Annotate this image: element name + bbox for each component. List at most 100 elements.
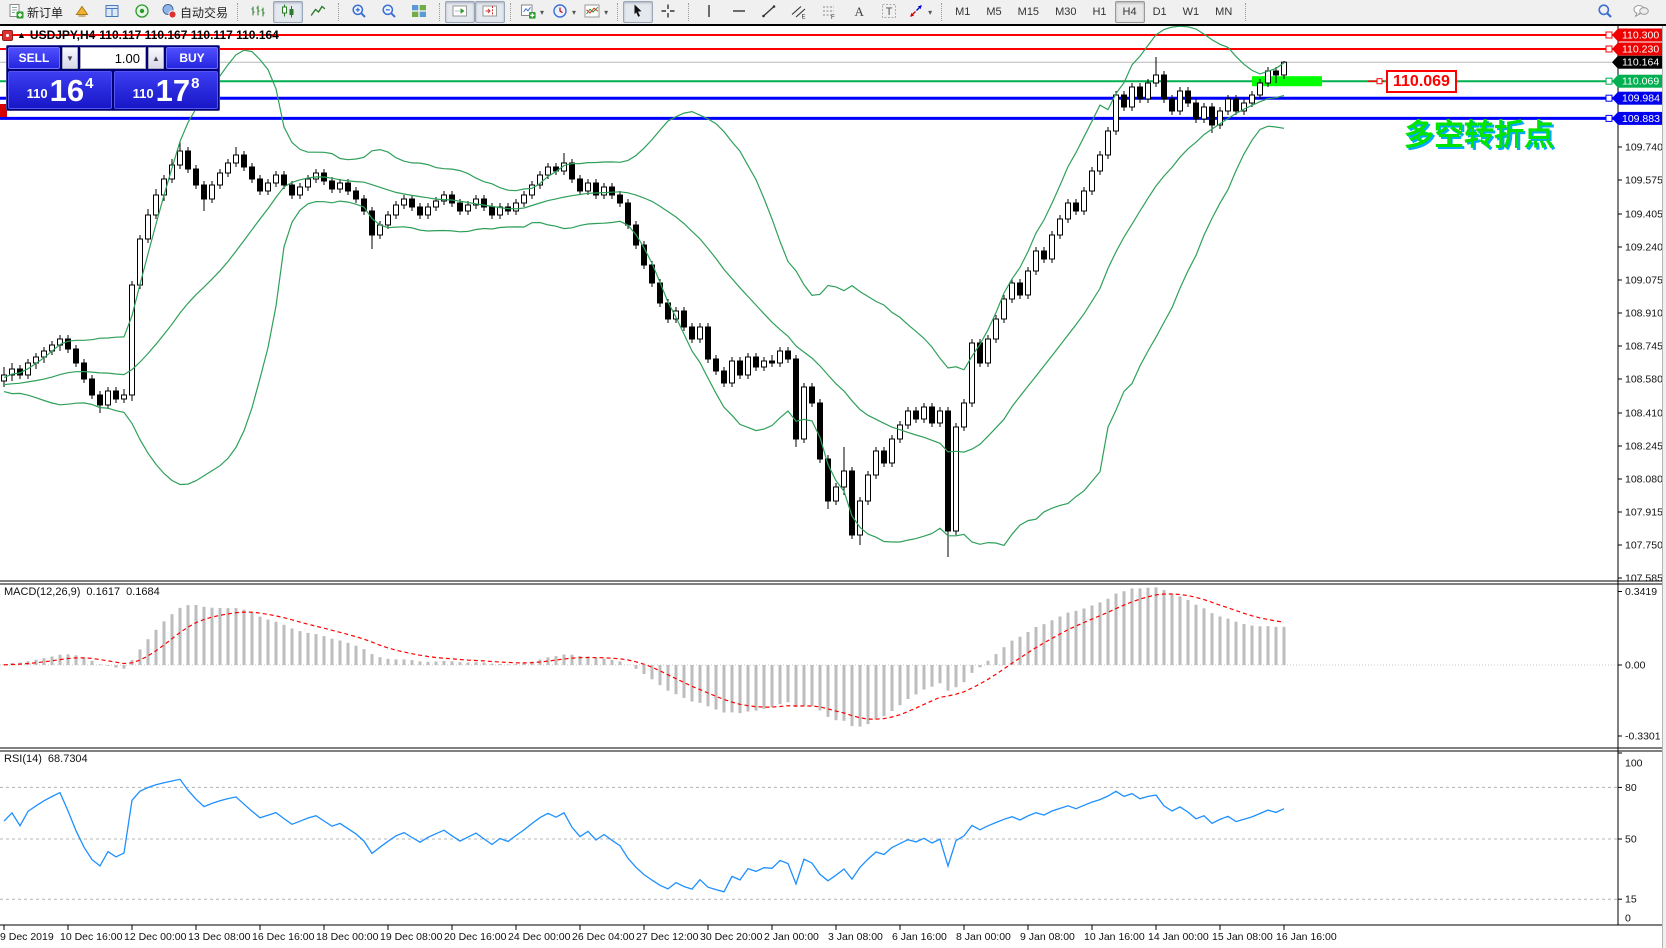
svg-text:16 Dec 16:00: 16 Dec 16:00 — [252, 931, 315, 943]
timeframe-m30-button[interactable]: M30 — [1055, 6, 1077, 18]
crosshair-button[interactable] — [653, 1, 683, 23]
text-button[interactable]: A — [844, 1, 874, 23]
line-handle[interactable] — [1605, 114, 1613, 122]
timeframe-m5-button[interactable]: M5 — [986, 6, 1002, 18]
auto-scroll-button[interactable] — [445, 1, 476, 23]
candlestick-chart-button[interactable] — [273, 1, 304, 23]
rsi-label-row: RSI(14) 68.7304 — [4, 753, 88, 765]
svg-text:108.580: 108.580 — [1625, 374, 1663, 386]
equidistant-channel-button[interactable]: E — [784, 1, 814, 23]
fibonacci-button[interactable]: F — [814, 1, 844, 23]
svg-text:109.883: 109.883 — [1622, 113, 1660, 125]
turning-point-annotation[interactable]: 多空转折点 — [1404, 119, 1554, 152]
new-chart-button[interactable]: ▾ — [516, 1, 548, 23]
rsi-panel[interactable] — [0, 778, 1618, 900]
zoom-in-button[interactable] — [344, 1, 374, 23]
svg-text:109.075: 109.075 — [1625, 275, 1663, 287]
volume-increase-button[interactable]: ▲ — [148, 47, 164, 69]
buy-price-prefix: 110 — [132, 86, 154, 101]
buy-button[interactable]: BUY — [166, 47, 218, 69]
navigator-icon — [134, 3, 150, 22]
timeframe-m1-button[interactable]: M1 — [955, 6, 971, 18]
timeframe-d1-button[interactable]: D1 — [1152, 6, 1167, 18]
zoom-out-button[interactable] — [374, 1, 404, 23]
svg-text:19 Dec 08:00: 19 Dec 08:00 — [380, 931, 443, 943]
svg-text:107.915: 107.915 — [1625, 507, 1663, 519]
line-handle[interactable] — [1605, 45, 1613, 53]
navigator-button[interactable] — [127, 1, 157, 23]
one-click-trade-panel: SELL ▼ 1.00 ▲ BUY 110 16 4 110 17 8 — [6, 45, 220, 111]
svg-text:107.585: 107.585 — [1625, 573, 1663, 585]
chartshift-icon — [482, 3, 498, 22]
line-handle[interactable] — [1605, 94, 1613, 102]
price-level-callout[interactable]: 110.069 — [1386, 70, 1457, 93]
svg-text:109.740: 109.740 — [1625, 142, 1663, 154]
doc-plus-icon — [8, 3, 24, 22]
svg-text:3 Jan 08:00: 3 Jan 08:00 — [828, 931, 883, 943]
data-window-button[interactable] — [97, 1, 127, 23]
rsi-axis-label: 50 — [1625, 834, 1637, 846]
callout-handle[interactable] — [1376, 78, 1383, 85]
market-watch-button[interactable] — [67, 1, 97, 23]
search-button[interactable] — [1590, 1, 1620, 23]
svg-text:18 Dec 00:00: 18 Dec 00:00 — [316, 931, 379, 943]
indicators-button[interactable]: ▾ — [580, 1, 612, 23]
sell-price-button[interactable]: 110 16 4 — [8, 71, 112, 109]
line-chart-button[interactable] — [303, 1, 333, 23]
horizontal-line-button[interactable] — [724, 1, 754, 23]
bollinger-lower-band — [3, 125, 1285, 547]
timeframe-m15-button[interactable]: M15 — [1017, 6, 1040, 18]
timeframe-h4-button[interactable]: H4 — [1114, 1, 1145, 23]
svg-text:13 Dec 08:00: 13 Dec 08:00 — [188, 931, 251, 943]
chart-symbol-title: USDJPY,H4 — [29, 28, 96, 42]
tile-windows-button[interactable] — [404, 1, 434, 23]
chevron-down-icon: ▾ — [604, 7, 609, 17]
bar-chart-button[interactable] — [243, 1, 273, 23]
timeframe-mn-button[interactable]: MN — [1215, 6, 1233, 18]
rsi-axis-label: 15 — [1625, 894, 1637, 906]
line-handle[interactable] — [1605, 31, 1613, 39]
collapse-panel-icon[interactable]: ▲ — [17, 29, 26, 40]
rsi-line — [3, 778, 1285, 893]
svg-text:2 Jan 00:00: 2 Jan 00:00 — [764, 931, 819, 943]
periods-button[interactable]: ▾ — [548, 1, 580, 23]
trendline-button[interactable] — [754, 1, 784, 23]
chat-button[interactable] — [1626, 1, 1656, 23]
toolbar-separator — [688, 3, 690, 21]
toolbar-separator — [237, 3, 239, 21]
arrows-button[interactable]: ▾ — [904, 1, 936, 23]
price-chart-panel[interactable] — [0, 26, 1618, 557]
bollinger-middle-band — [3, 94, 1285, 453]
timeframe-w1-button[interactable]: W1 — [1182, 6, 1200, 18]
one-click-trading-icon[interactable] — [2, 29, 13, 41]
chart-shift-button[interactable] — [475, 1, 506, 23]
data-window-icon — [104, 3, 120, 22]
toolbar-separator — [941, 3, 943, 21]
highlight-zone-rect[interactable] — [1252, 76, 1322, 87]
macd-panel[interactable] — [0, 587, 1618, 727]
timeframe-h1-button[interactable]: H1 — [1092, 6, 1107, 18]
cursor-button[interactable] — [623, 1, 654, 23]
text-label-button[interactable]: T — [874, 1, 904, 23]
volume-input[interactable]: 1.00 — [80, 47, 146, 69]
bars-icon — [250, 3, 266, 22]
line-anchor-marker[interactable] — [0, 104, 7, 117]
vertical-line-button[interactable] — [694, 1, 724, 23]
sell-button[interactable]: SELL — [8, 47, 60, 69]
new-order-button[interactable]: 新订单 — [4, 1, 67, 23]
toolbar-separator — [338, 3, 340, 21]
time-axis[interactable]: 9 Dec 2019 10 Dec 16:00 12 Dec 00:00 13 Dec… — [0, 925, 1337, 943]
line-handle[interactable] — [1605, 77, 1613, 85]
svg-text:27 Dec 12:00: 27 Dec 12:00 — [636, 931, 699, 943]
volume-decrease-button[interactable]: ▼ — [62, 47, 78, 69]
svg-text:108.080: 108.080 — [1625, 474, 1663, 486]
macd-main-value: 0.1617 — [86, 586, 121, 598]
svg-text:107.750: 107.750 — [1625, 540, 1663, 552]
auto-trading-button[interactable]: 自动交易 — [157, 1, 232, 23]
price-axis[interactable]: 109.740 109.575 109.405 109.240 109.075 108.9… — [1605, 28, 1663, 585]
buy-price-button[interactable]: 110 17 8 — [114, 71, 218, 109]
zoom-in-icon — [351, 3, 367, 22]
svg-text:110.300: 110.300 — [1622, 30, 1659, 42]
sell-price-main: 16 — [49, 73, 85, 108]
